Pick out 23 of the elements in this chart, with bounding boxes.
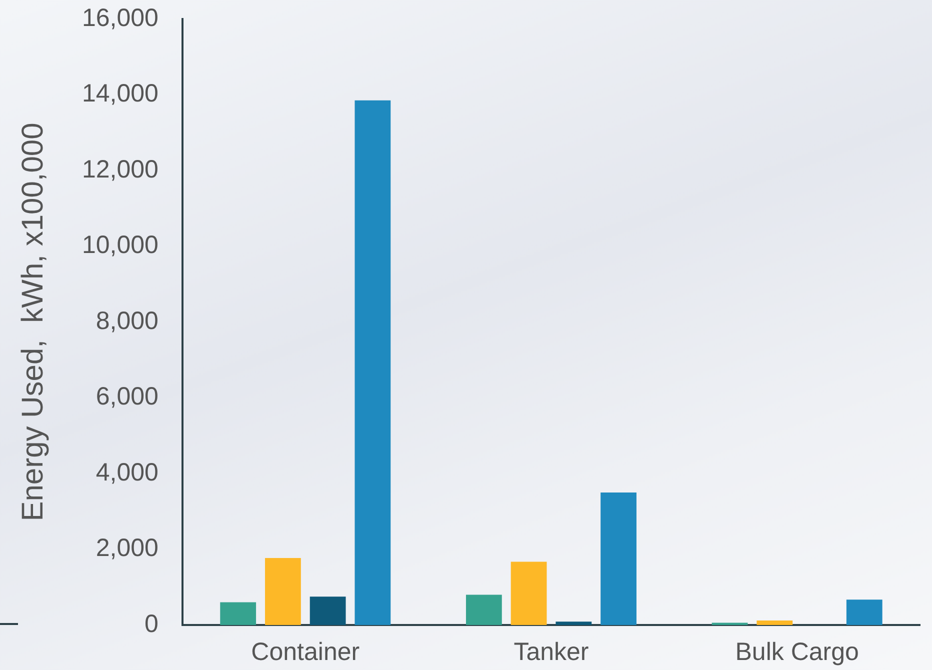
y-tick-label: 4,000: [96, 458, 158, 486]
y-tick-label: 12,000: [82, 155, 158, 184]
y-tick-label: 8,000: [96, 306, 158, 335]
bar: [466, 594, 502, 625]
x-tick-label: Tanker: [514, 638, 589, 666]
y-tick-label: 0: [144, 610, 158, 638]
x-tick-label: Container: [251, 638, 360, 666]
bar: [265, 558, 301, 625]
y-tick-label: 6,000: [96, 382, 158, 411]
bar: [846, 600, 882, 625]
y-tick-label: 10,000: [82, 231, 158, 260]
bar: [756, 620, 793, 625]
bar: [310, 596, 346, 625]
bar: [600, 492, 636, 625]
bar: [220, 602, 256, 625]
bar: [354, 100, 391, 625]
bar: [510, 562, 547, 625]
y-tick-label: 14,000: [82, 80, 158, 108]
y-tick-label: 16,000: [82, 4, 158, 32]
y-axis-title: Energy Used, kWh, x100,000: [16, 122, 50, 522]
bar: [556, 622, 592, 625]
x-tick-label: Bulk Cargo: [735, 638, 859, 666]
y-tick-label: 2,000: [96, 534, 158, 562]
